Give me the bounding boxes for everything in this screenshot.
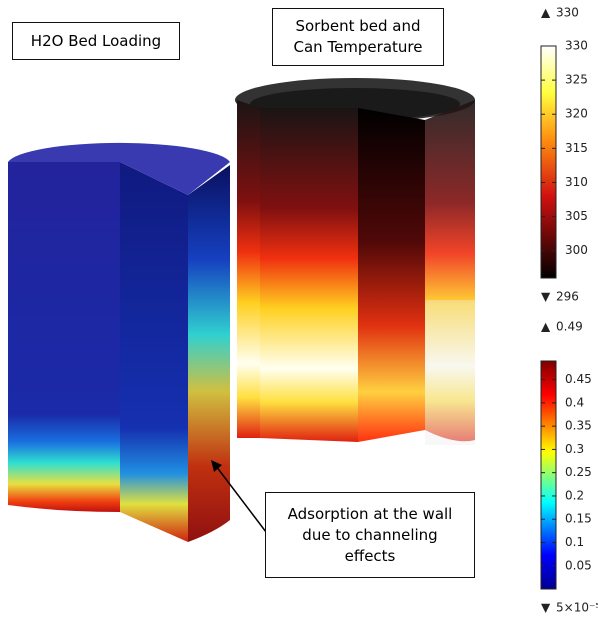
annotation-box: Adsorption at the wall due to channeling…	[265, 492, 475, 578]
loading-min: 5×10⁻⁵	[556, 601, 598, 615]
tick-label: 0.05	[565, 558, 592, 572]
temperature-min: 296	[556, 290, 579, 304]
tick-label: 0.25	[565, 465, 592, 479]
tick-label: 315	[565, 141, 588, 155]
max-marker: ▲	[541, 320, 551, 334]
loading-cylinder	[8, 143, 230, 542]
tick-label: 0.4	[565, 395, 584, 409]
figure: ▲ 330 ▼ 296 ▲ 0.49 ▼ 5×10⁻⁵ 300 305 310 315…	[0, 0, 598, 624]
temperature-cylinder	[235, 78, 475, 445]
max-marker: ▲	[541, 6, 551, 20]
tick-label: 0.3	[565, 442, 584, 456]
annotation: Adsorption at the wall due to channeling…	[278, 504, 462, 567]
min-marker: ▼	[541, 290, 551, 304]
tick-label: 0.15	[565, 512, 592, 526]
label-box: H2O Bed Loading	[12, 22, 180, 60]
tick-label: 0.35	[565, 419, 592, 433]
loading-max: 0.49	[556, 320, 583, 334]
label: Sorbent bed and Can Temperature	[287, 16, 429, 58]
label: H2O Bed Loading	[31, 31, 161, 52]
tick-label: 310	[565, 175, 588, 189]
label-box: Sorbent bed and Can Temperature	[272, 8, 444, 66]
tick-label: 325	[565, 73, 588, 87]
tick-label: 305	[565, 209, 588, 223]
temperature-max: 330	[556, 6, 579, 20]
temperature-colorbar	[541, 46, 556, 278]
tick-label: 320	[565, 107, 588, 121]
loading-colorbar	[541, 361, 556, 589]
tick-label: 0.2	[565, 488, 584, 502]
min-marker: ▼	[541, 601, 551, 615]
tick-label: 300	[565, 243, 588, 257]
tick-label: 0.1	[565, 535, 584, 549]
tick-label: 330	[565, 39, 588, 53]
tick-label: 0.45	[565, 372, 592, 386]
